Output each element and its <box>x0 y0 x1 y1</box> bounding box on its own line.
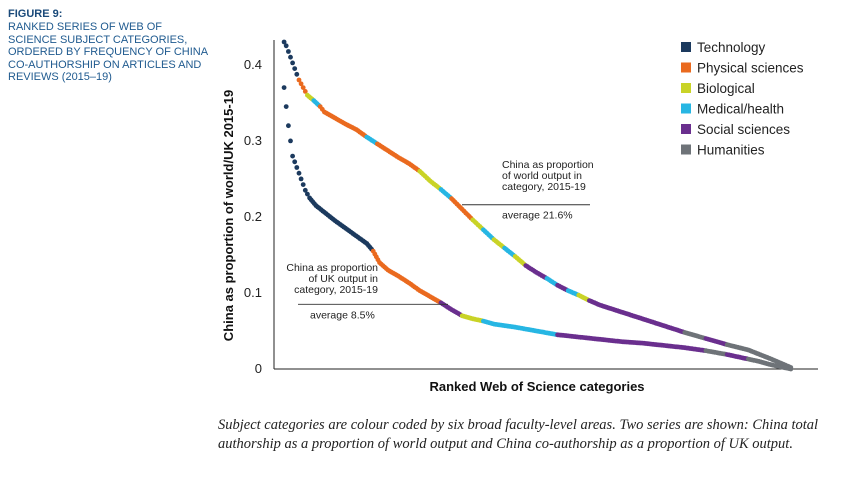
figure-title: RANKED SERIES OF WEB OF SCIENCE SUBJECT … <box>8 21 208 83</box>
y-tick-label: 0.1 <box>244 285 262 300</box>
legend-swatch <box>681 83 691 93</box>
legend-swatch <box>681 144 691 155</box>
uk-data-point <box>294 165 300 170</box>
y-tick-label: 0.3 <box>244 133 262 148</box>
figure-label: FIGURE 9: <box>8 8 63 20</box>
uk-annotation-line: of UK output in <box>309 273 379 285</box>
world-series <box>281 39 794 370</box>
uk-data-point <box>292 159 298 165</box>
world-data-point <box>294 71 300 77</box>
chart-legend: Technology Physical sciences Biological Med… <box>681 40 804 158</box>
uk-data-point <box>298 176 304 182</box>
uk-data-point <box>290 153 295 159</box>
world-data-point <box>286 49 291 54</box>
world-data-point <box>292 66 298 71</box>
legend-swatch <box>681 42 691 52</box>
uk-data-point <box>286 123 291 129</box>
world-data-point <box>298 81 304 87</box>
legend-swatch <box>681 103 691 114</box>
legend-label: Medical/health <box>697 102 784 117</box>
legend-label: Humanities <box>697 143 765 158</box>
y-tick-label: 0 <box>255 361 262 376</box>
uk-series <box>281 85 794 372</box>
world-data-point <box>288 54 293 60</box>
world-average-label: average 21.6% <box>502 210 573 222</box>
legend-label: Social sciences <box>697 122 790 137</box>
uk-annotation-line: China as proportion <box>286 262 378 274</box>
world-data-point <box>302 89 308 94</box>
y-tick-label: 0.4 <box>244 57 262 72</box>
legend-label: Physical sciences <box>697 61 804 76</box>
uk-data-point <box>288 138 293 144</box>
world-data-point <box>283 43 289 49</box>
figure-caption: Subject categories are colour coded by s… <box>218 417 819 452</box>
world-annotation-line: China as proportion <box>502 159 594 171</box>
uk-data-point <box>281 85 287 90</box>
world-data-point <box>290 60 295 66</box>
uk-data-point <box>305 191 310 197</box>
chart-axes <box>273 40 818 370</box>
world-data-point <box>300 85 306 90</box>
uk-average-label: average 8.5% <box>310 309 375 321</box>
world-data-point <box>281 39 287 45</box>
uk-data-point <box>300 182 306 188</box>
world-data-point <box>296 77 302 83</box>
world-annotation-line: category, 2015-19 <box>502 181 586 193</box>
x-axis-label: Ranked Web of Science categories <box>429 379 644 394</box>
legend-label: Biological <box>697 81 755 96</box>
legend-swatch <box>681 62 691 73</box>
y-axis-label: China as proportion of world/UK 2015-19 <box>221 90 236 341</box>
y-tick-label: 0.2 <box>244 209 262 224</box>
world-annotation-line: of world output in <box>502 170 582 182</box>
uk-data-point <box>788 366 794 372</box>
legend-swatch <box>681 124 691 134</box>
y-tick-labels: 0 0.1 0.2 0.3 0.4 <box>244 57 262 376</box>
uk-data-point <box>296 170 302 176</box>
uk-data-point <box>302 187 308 193</box>
uk-data-point <box>283 104 289 109</box>
legend-label: Technology <box>697 40 766 55</box>
uk-annotation-line: category, 2015-19 <box>294 284 378 296</box>
